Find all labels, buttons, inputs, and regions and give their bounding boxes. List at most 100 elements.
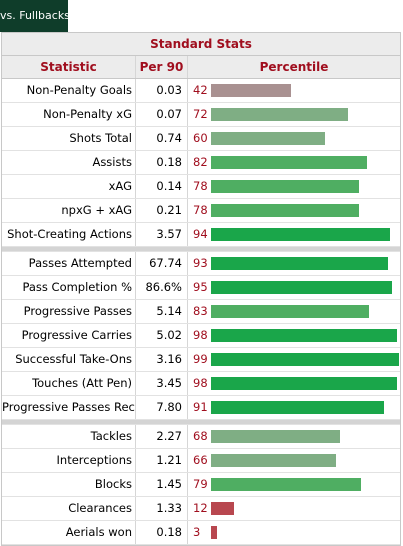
percentile-cell: 95 [187,276,400,299]
stat-name: Progressive Carries [21,328,132,342]
percentile-value: 91 [193,400,208,414]
table-row: Clearances 1.33 12 [2,497,400,521]
stat-name: Non-Penalty Goals [26,83,132,97]
stat-name: Tackles [90,429,132,443]
percentile-cell: 66 [187,449,400,472]
percentile-value: 60 [193,131,208,145]
percentile-value: 98 [193,376,208,390]
percentile-value: 12 [193,501,208,515]
percentile-value: 83 [193,304,208,318]
per90-value: 7.80 [135,396,187,419]
percentile-cell: 99 [187,348,400,371]
header-statistic[interactable]: Statistic [40,60,97,74]
percentile-cell: 60 [187,127,400,150]
percentile-cell: 3 [187,521,400,544]
percentile-cell: 98 [187,372,400,395]
per90-value: 1.33 [135,497,187,520]
table-row: Successful Take-Ons 3.16 99 [2,348,400,372]
per90-value: 67.74 [135,252,187,275]
table-row: Passes Attempted 67.74 93 [2,252,400,276]
stat-name: npxG + xAG [61,203,132,217]
percentile-value: 66 [193,453,208,467]
stat-name: xAG [108,179,132,193]
percentile-value: 98 [193,328,208,342]
stat-name: Non-Penalty xG [43,107,132,121]
stat-name: Aerials won [65,525,132,539]
per90-value: 0.21 [135,199,187,222]
percentile-bar [211,401,384,414]
percentile-value: 42 [193,83,208,97]
percentile-bar [211,257,388,270]
percentile-bar [211,377,397,390]
tab-vs-fullbacks[interactable]: vs. Fullbacks [0,0,70,32]
per90-value: 86.6% [135,276,187,299]
stat-name: Shot-Creating Actions [7,227,132,241]
table-row: Aerials won 0.18 3 [2,521,400,545]
header-percentile[interactable]: Percentile [187,56,400,78]
table-row: xAG 0.14 78 [2,175,400,199]
table-row: npxG + xAG 0.21 78 [2,199,400,223]
percentile-bar [211,281,392,294]
per90-value: 1.21 [135,449,187,472]
per90-value: 3.57 [135,223,187,246]
percentile-value: 78 [193,203,208,217]
table-row: Interceptions 1.21 66 [2,449,400,473]
table-row: Progressive Passes 5.14 83 [2,300,400,324]
percentile-bar [211,454,336,467]
percentile-cell: 98 [187,324,400,347]
stat-name: Pass Completion % [22,280,132,294]
per90-value: 2.27 [135,425,187,448]
stat-name: Progressive Passes Rec [2,400,135,414]
per90-value: 5.02 [135,324,187,347]
percentile-bar [211,502,234,515]
per90-value: 3.16 [135,348,187,371]
percentile-value: 99 [193,352,208,366]
standard-stats-table: Standard Stats Statistic Per 90 Percenti… [1,32,401,546]
percentile-cell: 94 [187,223,400,246]
stat-name: Blocks [94,477,132,491]
percentile-value: 94 [193,227,208,241]
percentile-bar [211,204,359,217]
table-row: Shots Total 0.74 60 [2,127,400,151]
stat-name: Passes Attempted [28,256,132,270]
table-title: Standard Stats [2,33,400,56]
percentile-bar [211,84,291,97]
per90-value: 0.74 [135,127,187,150]
table-row: Tackles 2.27 68 [2,425,400,449]
percentile-bar [211,430,340,443]
stat-name: Shots Total [69,131,132,145]
percentile-cell: 12 [187,497,400,520]
table-row: Touches (Att Pen) 3.45 98 [2,372,400,396]
percentile-bar [211,478,361,491]
percentile-cell: 83 [187,300,400,323]
table-row: Blocks 1.45 79 [2,473,400,497]
percentile-value: 78 [193,179,208,193]
percentile-cell: 68 [187,425,400,448]
per90-value: 3.45 [135,372,187,395]
per90-value: 0.18 [135,521,187,544]
percentile-value: 82 [193,155,208,169]
percentile-bar [211,180,359,193]
per90-value: 0.03 [135,79,187,102]
table-row: Shot-Creating Actions 3.57 94 [2,223,400,247]
percentile-bar [211,329,397,342]
stat-name: Successful Take-Ons [15,352,132,366]
percentile-value: 95 [193,280,208,294]
percentile-cell: 78 [187,175,400,198]
percentile-value: 79 [193,477,208,491]
per90-value: 0.18 [135,151,187,174]
percentile-cell: 93 [187,252,400,275]
percentile-bar [211,526,217,539]
stat-name: Touches (Att Pen) [32,376,132,390]
percentile-cell: 42 [187,79,400,102]
table-header-row: Statistic Per 90 Percentile [2,56,400,79]
percentile-bar [211,228,390,241]
per90-value: 1.45 [135,473,187,496]
percentile-bar [211,132,325,145]
header-per90[interactable]: Per 90 [135,56,187,78]
percentile-cell: 79 [187,473,400,496]
table-body: Non-Penalty Goals 0.03 42 Non-Penalty xG 0.0… [2,79,400,545]
table-row: Pass Completion % 86.6% 95 [2,276,400,300]
table-row: Non-Penalty xG 0.07 72 [2,103,400,127]
percentile-bar [211,353,399,366]
